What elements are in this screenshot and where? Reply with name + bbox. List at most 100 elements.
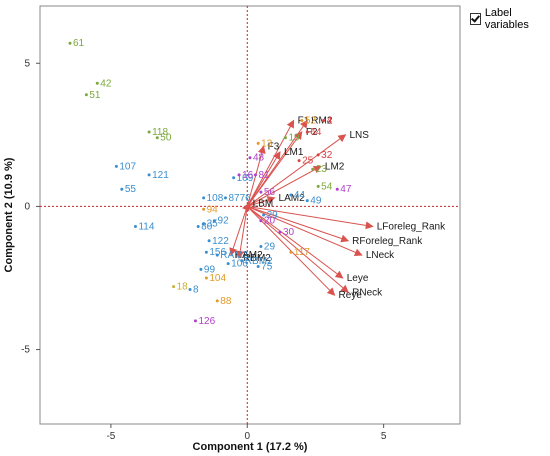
vector-label: RM2: [311, 116, 333, 127]
data-point: [204, 276, 208, 280]
point-label: 16: [242, 170, 254, 181]
point-label: 118: [152, 127, 168, 138]
point-label: 32: [321, 150, 333, 161]
data-point: [223, 196, 227, 200]
vector-label: RForeleg_Rank: [352, 236, 423, 247]
loading-vector: [247, 205, 350, 243]
data-point: [215, 299, 219, 303]
loading-vector: [246, 131, 303, 207]
x-axis-label: Component 1 (17.2 %): [193, 441, 308, 453]
point-label: 50: [160, 133, 172, 144]
point-label: 55: [125, 184, 137, 195]
y-tick-label: 0: [24, 201, 30, 212]
loading-vector: [247, 205, 363, 257]
x-tick-label: 5: [381, 431, 387, 442]
data-point: [68, 41, 72, 45]
point-label: 109: [237, 173, 254, 184]
point-label: 156: [209, 247, 226, 258]
data-point: [232, 176, 236, 180]
point-label: 35: [207, 219, 219, 230]
loading-vector: [247, 196, 276, 207]
point-label: 75: [261, 262, 273, 273]
data-point: [202, 196, 206, 200]
y-tick-label: -5: [21, 345, 30, 356]
point-label: 48: [253, 153, 265, 164]
vector-label: Reye: [339, 290, 363, 301]
data-point: [202, 207, 206, 211]
loading-vector: [236, 206, 248, 259]
data-point: [147, 173, 151, 177]
point-label: 29: [267, 210, 279, 221]
y-tick-label: 5: [24, 58, 30, 69]
data-point: [289, 250, 293, 254]
point-label: 29: [264, 241, 276, 252]
point-label: 61: [73, 38, 85, 49]
data-point: [316, 153, 320, 157]
vector-label: Leye: [347, 273, 369, 284]
data-point: [316, 184, 320, 188]
data-point: [283, 136, 287, 140]
point-label: 92: [218, 216, 230, 227]
loading-vector: [247, 165, 322, 207]
point-label: 56: [264, 187, 276, 198]
data-point: [172, 285, 176, 289]
data-point: [202, 222, 206, 226]
point-label: 104: [209, 273, 226, 284]
vector-label: LM2: [325, 161, 345, 172]
point-label: 20: [264, 216, 276, 227]
point-label: 94: [207, 204, 219, 215]
data-point: [259, 190, 263, 194]
loading-vector: [246, 206, 349, 293]
point-label: 52: [305, 116, 317, 127]
point-label: RAM2: [220, 250, 248, 261]
point-label: 30: [283, 227, 295, 238]
data-point: [248, 156, 252, 160]
y-axis-label: Component 2 (10.9 %): [3, 157, 15, 272]
point-label: 122: [212, 236, 229, 247]
axis-ticks: -5 0 5 -5 0 5: [21, 58, 387, 442]
point-label: 117: [294, 247, 310, 258]
point-label: 81: [258, 170, 270, 181]
data-point: [84, 93, 88, 97]
point-label: 44: [294, 190, 306, 201]
point-label: 47: [340, 184, 352, 195]
vector-label: LM1: [284, 147, 304, 158]
data-point: [133, 224, 137, 228]
point-label: RBM2: [245, 256, 273, 267]
point-label: 106: [231, 259, 248, 270]
label-variables-label: Label variables: [484, 7, 529, 31]
label-variables-toggle[interactable]: Label variables: [470, 7, 550, 31]
point-label: 13: [261, 138, 273, 149]
point-label: 49: [310, 196, 322, 207]
loading-vector: [242, 202, 250, 212]
loading-vector: [246, 151, 281, 207]
data-point: [114, 164, 118, 168]
data-point: [256, 141, 260, 145]
point-label: 126: [198, 316, 215, 327]
vector-label: F2: [306, 127, 318, 138]
data-point: [262, 213, 266, 217]
data-point: [311, 167, 315, 171]
vector-label: LBM: [253, 199, 274, 210]
data-point: [155, 136, 159, 140]
point-label: 107: [119, 161, 136, 172]
data-point: [278, 230, 282, 234]
point-label: 80: [201, 221, 213, 232]
point-label: 8: [193, 284, 199, 295]
label-variables-checkbox[interactable]: [470, 13, 481, 25]
point-label: 42: [100, 78, 112, 89]
data-point: [95, 81, 99, 85]
data-point: [147, 130, 151, 134]
data-point: [289, 193, 293, 197]
loading-vector: [247, 205, 374, 230]
point-label: 99: [204, 264, 216, 275]
x-tick-label: -5: [106, 431, 115, 442]
point-label: 19: [288, 133, 300, 144]
data-point: [297, 159, 301, 163]
point-label: 25: [302, 156, 314, 167]
data-point: [213, 219, 217, 223]
data-point: [120, 187, 124, 191]
point-label: 54: [321, 181, 333, 192]
point-label: 114: [138, 221, 154, 232]
